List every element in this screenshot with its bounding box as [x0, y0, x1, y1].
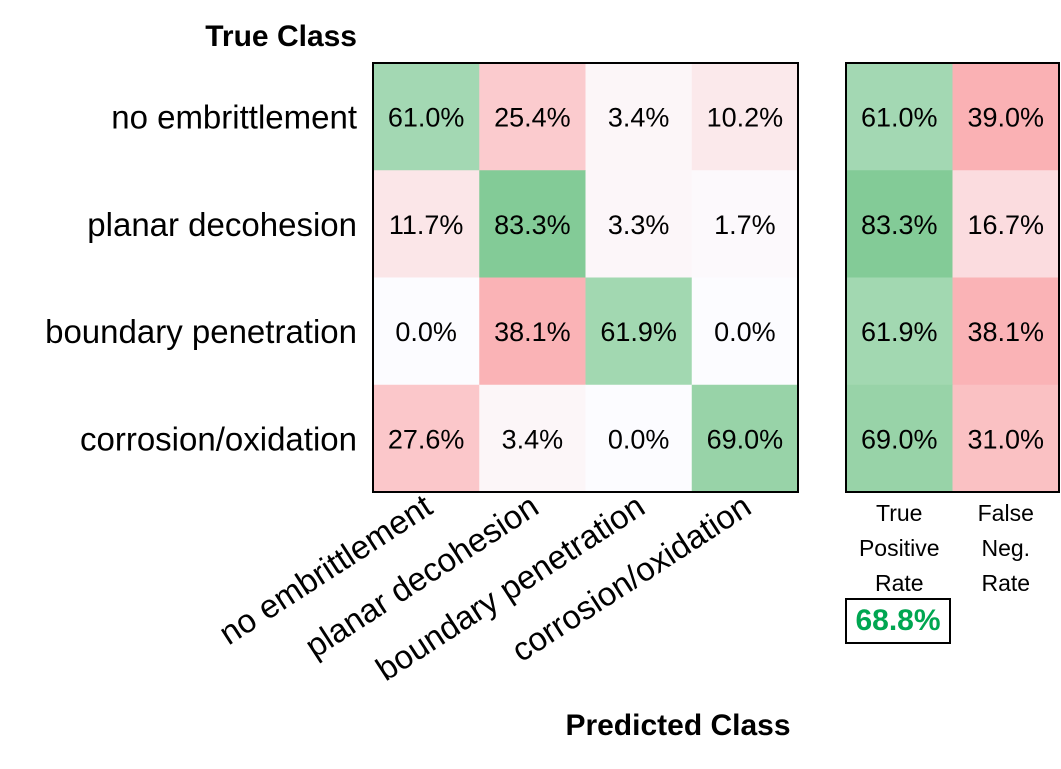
true-positive-rate-cell [846, 384, 953, 493]
matrix-cell-value: 38.1% [494, 317, 571, 347]
matrix-cell [691, 170, 799, 278]
matrix-cell [373, 170, 480, 278]
matrix-cell-value: 25.4% [494, 103, 571, 133]
matrix-cell [691, 63, 799, 171]
x-axis-title: Predicted Class [565, 709, 790, 742]
matrix-cell-value: 11.7% [389, 210, 464, 240]
summary-cell-value: 69.0% [861, 424, 938, 454]
matrix-cell-value: 0.0% [714, 317, 776, 347]
false-negative-rate-cell [952, 63, 1060, 171]
matrix-cell-value: 0.0% [608, 424, 670, 454]
matrix-cell-value: 61.9% [600, 317, 677, 347]
summary-cell-value: 61.9% [861, 317, 938, 347]
matrix-cell-value: 0.0% [395, 317, 457, 347]
y-axis-title: True Class [205, 20, 357, 53]
matrix-cell [373, 63, 480, 171]
matrix-cell [373, 384, 480, 493]
false-negative-rate-cell [952, 384, 1060, 493]
summary-matrix-border [845, 62, 1060, 493]
matrix-cell-value: 3.4% [502, 424, 564, 454]
summary-header-line: Rate [875, 570, 924, 596]
matrix-cell-value: 69.0% [707, 424, 784, 454]
matrix-cell [479, 384, 586, 493]
matrix-cell-value: 61.0% [388, 103, 465, 133]
overall-true-positive-rate: 68.8% [855, 604, 941, 637]
matrix-cell [585, 277, 693, 386]
summary-cell-value: 39.0% [967, 103, 1044, 133]
true-positive-rate-cell [846, 170, 953, 278]
overall-true-positive-rate-box: 68.8% [845, 598, 951, 644]
matrix-cell [691, 384, 799, 493]
matrix-cell [691, 277, 799, 386]
summary-cell-value: 31.0% [967, 424, 1044, 454]
summary-cell-value: 83.3% [861, 210, 938, 240]
summary-header-line: Positive [859, 535, 940, 561]
matrix-cell [585, 170, 693, 278]
matrix-cell-value: 3.3% [608, 210, 670, 240]
summary-header-line: False [978, 500, 1034, 526]
false-negative-rate-cell [952, 277, 1060, 386]
summary-cell-value: 61.0% [861, 103, 938, 133]
row-label: no embrittlement [111, 99, 357, 136]
summary-matrix: 61.0% 39.0% 83.3% 16.7% 61.9% 38.1% 69.0% 31.0% [846, 63, 1060, 493]
true-positive-rate-cell [846, 63, 953, 171]
matrix-cell-value: 83.3% [494, 210, 571, 240]
row-label: corrosion/oxidation [80, 420, 357, 457]
summary-header-line: True [876, 500, 922, 526]
matrix-cell [373, 277, 480, 386]
summary-cell-value: 38.1% [967, 317, 1044, 347]
summary-cell-value: 16.7% [967, 210, 1044, 240]
row-label: boundary penetration [45, 313, 357, 350]
matrix-cell [479, 170, 586, 278]
true-positive-rate-cell [846, 277, 953, 386]
matrix-cell-value: 10.2% [707, 103, 784, 133]
summary-header-line: Neg. [981, 535, 1030, 561]
matrix-cell [585, 63, 693, 171]
main-matrix: 61.0% 25.4% 3.4% 10.2% 11.7% 83.3% 3.3% 1.7% 0.0… [373, 63, 799, 493]
matrix-cell [585, 384, 693, 493]
matrix-cell [479, 277, 586, 386]
false-negative-rate-cell [952, 170, 1060, 278]
matrix-cell [479, 63, 586, 171]
matrix-cell-value: 1.7% [714, 210, 776, 240]
summary-header-line: Rate [981, 570, 1030, 596]
row-label: planar decohesion [87, 206, 357, 243]
main-matrix-border [372, 62, 799, 493]
matrix-cell-value: 3.4% [608, 103, 670, 133]
matrix-cell-value: 27.6% [388, 424, 465, 454]
